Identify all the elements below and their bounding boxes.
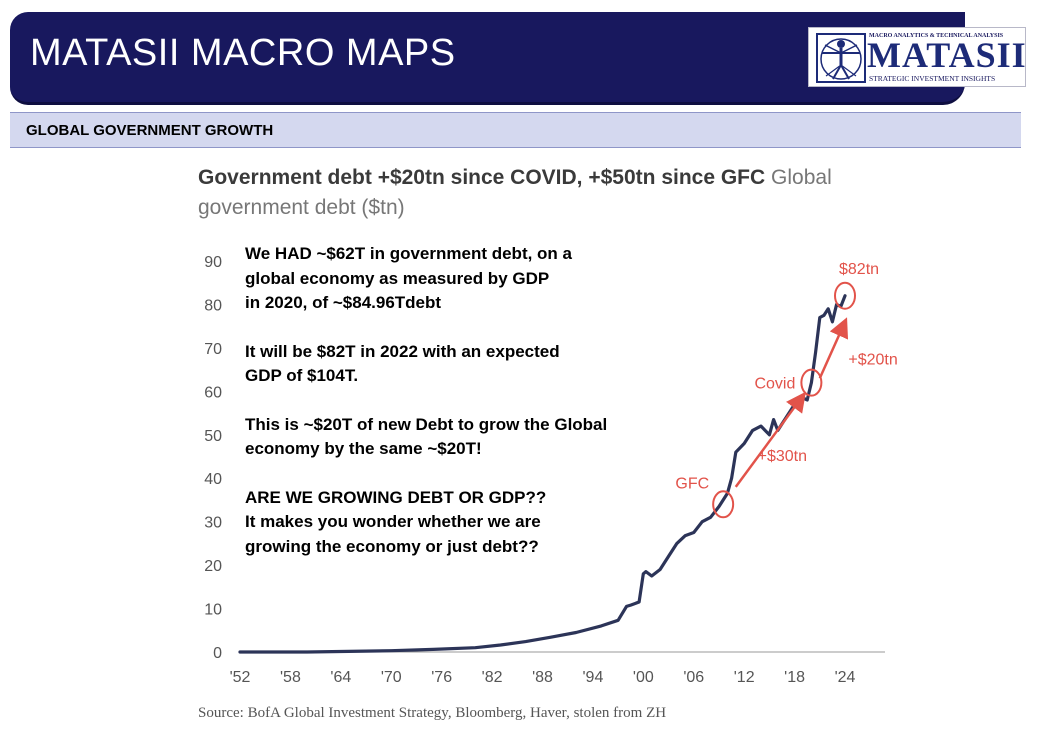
chart-source: Source: BofA Global Investment Strategy,…: [198, 705, 666, 721]
peak-label: $82tn: [839, 261, 879, 278]
note-line: GDP of $104T.: [245, 366, 359, 385]
note-paragraph-2: It will be $82T in 2022 with an expected…: [245, 340, 645, 389]
x-tick-label: '24: [835, 669, 856, 686]
x-tick-label: '52: [230, 669, 251, 686]
note-paragraph-3: This is ~$20T of new Debt to grow the Gl…: [245, 413, 645, 462]
note-line: It makes you wonder whether we are: [245, 512, 541, 531]
peak-circle: [834, 281, 856, 310]
chart-title: Government debt +$20tn since COVID, +$50…: [198, 166, 832, 189]
gfc-label: GFC: [675, 475, 709, 492]
y-tick-label: 0: [213, 645, 222, 662]
plus-30tn-label: +$30tn: [758, 448, 807, 465]
note-line: We HAD ~$62T in government debt, on a: [245, 244, 572, 263]
chart-subtitle: government debt ($tn): [198, 196, 405, 219]
x-tick-label: '64: [330, 669, 351, 686]
chart-title-light: Global: [771, 166, 832, 189]
arrow-plus-30tn: [734, 391, 806, 488]
y-tick-label: 80: [204, 297, 222, 314]
x-tick-label: '58: [280, 669, 301, 686]
y-tick-label: 50: [204, 428, 222, 445]
x-tick-label: '94: [582, 669, 603, 686]
note-line: in 2020, of ~$84.96Tdebt: [245, 293, 442, 312]
vitruvian-man-icon: [816, 33, 866, 83]
covid-circle: [800, 368, 823, 397]
y-tick-label: 70: [204, 341, 222, 358]
y-tick-label: 30: [204, 515, 222, 532]
arrow-plus-20tn: [818, 317, 849, 379]
logo-wordmark: MATASII: [867, 35, 1027, 75]
note-line: growing the economy or just debt??: [245, 536, 539, 556]
note-paragraph-4: ARE WE GROWING DEBT OR GDP?? It makes yo…: [245, 486, 645, 560]
note-paragraph-1: We HAD ~$62T in government debt, on a gl…: [245, 242, 645, 316]
series-line-global-government-debt: [238, 294, 847, 654]
commentary-text: We HAD ~$62T in government debt, on a gl…: [245, 242, 645, 559]
plus-20tn-label: +$20tn: [848, 351, 897, 368]
x-tick-label: '88: [532, 669, 553, 686]
y-tick-label: 10: [204, 602, 222, 619]
covid-label: Covid: [754, 376, 795, 393]
logo-tagline-top: MACRO ANALYTICS & TECHNICAL ANALYSIS: [869, 33, 1004, 39]
y-tick-label: 40: [204, 471, 222, 488]
matasii-logo: MACRO ANALYTICS & TECHNICAL ANALYSIS MAT…: [808, 27, 1026, 87]
x-tick-label: '00: [633, 669, 654, 686]
page-title: MATASII MACRO MAPS: [30, 32, 456, 74]
note-line: ARE WE GROWING DEBT OR GDP??: [245, 487, 547, 507]
y-tick-label: 60: [204, 384, 222, 401]
note-line: This is ~$20T of new Debt to grow the Gl…: [245, 414, 608, 434]
logo-tagline-bottom: STRATEGIC INVESTMENT INSIGHTS: [869, 74, 996, 83]
section-title: GLOBAL GOVERNMENT GROWTH: [26, 122, 274, 139]
note-line: global economy as measured by GDP: [245, 268, 550, 288]
header-banner: MATASII MACRO MAPS: [10, 12, 965, 105]
x-tick-label: '70: [381, 669, 402, 686]
x-tick-label: '06: [683, 669, 704, 686]
note-line: It will be $82T in 2022 with an expected: [245, 341, 560, 361]
y-tick-label: 20: [204, 558, 222, 575]
note-line: economy by the same ~$20T!: [245, 439, 482, 458]
gfc-circle: [712, 490, 735, 519]
section-header: GLOBAL GOVERNMENT GROWTH: [10, 112, 1021, 148]
x-tick-label: '18: [784, 669, 805, 686]
x-tick-label: '76: [431, 669, 452, 686]
x-tick-label: '82: [482, 669, 503, 686]
y-tick-label: 90: [204, 254, 222, 271]
x-tick-label: '12: [734, 669, 755, 686]
chart-title-bold: Government debt +$20tn since COVID, +$50…: [198, 166, 765, 189]
